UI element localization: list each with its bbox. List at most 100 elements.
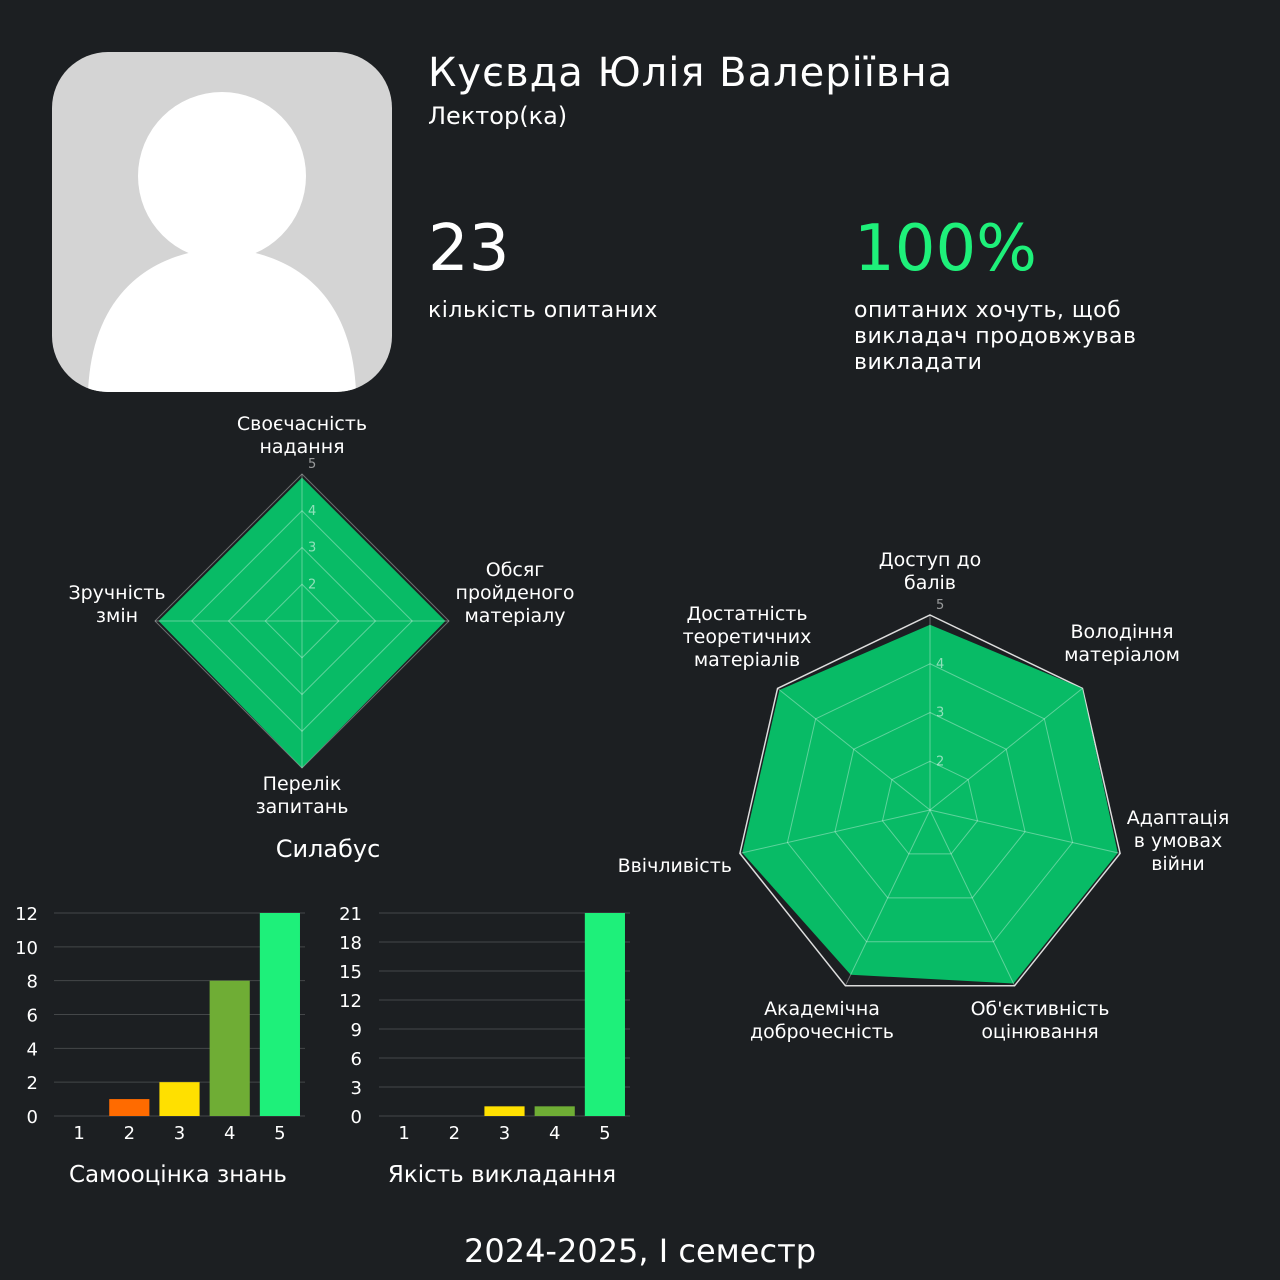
radar-axis-label: Доступ до балів bbox=[879, 549, 981, 594]
bar-title: Якість викладання bbox=[388, 1162, 616, 1188]
radar-axis-label-line: Адаптація bbox=[1127, 807, 1230, 829]
radar-axis-label-line: Достатність bbox=[686, 603, 807, 625]
bar-y-tick-label: 8 bbox=[27, 972, 38, 993]
radar-axis-label: Ввічливість bbox=[618, 855, 732, 877]
bar-y-tick-label: 12 bbox=[339, 991, 362, 1012]
bar-x-tick-label: 2 bbox=[449, 1123, 460, 1144]
radar-grid-ring bbox=[786, 663, 1074, 943]
radar-area bbox=[742, 624, 1118, 984]
radar-axis-label-line: матеріалом bbox=[1064, 644, 1180, 666]
bar-x-tick-label: 3 bbox=[499, 1123, 510, 1144]
bar-rect bbox=[484, 1106, 525, 1116]
lecturer-role: Лектор(ка) bbox=[428, 102, 568, 130]
radar-spoke bbox=[929, 809, 1121, 854]
bar-y-tick-label: 12 bbox=[15, 904, 38, 925]
radar-axis-label: Адаптація в умовах війни bbox=[1127, 807, 1230, 875]
radar-spoke bbox=[777, 688, 931, 811]
radar-axis-label: Своєчасність надання bbox=[237, 413, 367, 458]
bar-title: Самооцінка знань bbox=[69, 1162, 287, 1188]
bar-y-tick-label: 18 bbox=[339, 933, 362, 954]
radar-axis-label: Обсяг пройденого матеріалу bbox=[456, 559, 575, 627]
radar-spoke bbox=[844, 809, 931, 986]
radar-area bbox=[158, 477, 446, 768]
bar-x-tick-label: 3 bbox=[174, 1123, 185, 1144]
bar-y-tick-label: 0 bbox=[27, 1107, 38, 1128]
radar-grid-ring bbox=[154, 473, 450, 769]
radar-axis-label-line: змін bbox=[96, 605, 138, 627]
radar-axis-label: Академічна доброчесність bbox=[750, 998, 894, 1043]
bar-rect bbox=[109, 1099, 150, 1116]
bar-x-tick-label: 5 bbox=[599, 1123, 610, 1144]
radar-axis-label-line: Доступ до bbox=[879, 549, 981, 571]
bar-rect bbox=[534, 1106, 575, 1116]
radar-axis-label-line: Академічна bbox=[764, 998, 880, 1020]
bar-y-tick-label: 4 bbox=[27, 1039, 38, 1060]
radar-chart-teaching: 2 3 4 5 Доступ до балів Володіння матеріалом Ада… bbox=[618, 549, 1230, 1043]
bar-rect bbox=[584, 913, 625, 1116]
radar-spoke bbox=[929, 809, 1016, 986]
lecturer-name: Куєвда Юлія Валеріївна bbox=[428, 50, 954, 96]
radar-axis-label: Володіння матеріалом bbox=[1064, 621, 1180, 666]
radar-spoke bbox=[739, 809, 931, 854]
radar-axis-label-line: війни bbox=[1151, 853, 1205, 875]
bar-y-tick-label: 21 bbox=[339, 904, 362, 925]
radar-tick-label: 2 bbox=[936, 754, 944, 769]
radar-axis-label-line: в умовах bbox=[1134, 830, 1223, 852]
bar-x-tick-label: 1 bbox=[398, 1123, 409, 1144]
continue-percent: 100% bbox=[854, 212, 1037, 286]
radar-axis-label-line: матеріалів bbox=[694, 649, 800, 671]
radar-tick-label: 2 bbox=[308, 577, 316, 592]
bar-x-tick-label: 2 bbox=[124, 1123, 135, 1144]
radar-axis-label-line: пройденого bbox=[456, 582, 575, 604]
radar-tick-label: 3 bbox=[308, 541, 316, 556]
continue-label: опитаних хочуть, щоб викладач продовжува… bbox=[854, 298, 1137, 375]
radar-grid-ring bbox=[739, 614, 1121, 987]
radar-axis-label-line: Обсяг bbox=[486, 559, 545, 581]
radar-axis-label-line: Об'єктивність bbox=[971, 998, 1110, 1020]
bar-y-tick-label: 6 bbox=[27, 1006, 38, 1027]
radar-axis-label-line: оцінювання bbox=[981, 1021, 1098, 1043]
radar-axis-label-line: Зручність bbox=[68, 582, 165, 604]
respondents-label: кількість опитаних bbox=[428, 298, 658, 323]
bar-x-tick-label: 1 bbox=[73, 1123, 84, 1144]
bar-rect bbox=[209, 980, 250, 1116]
radar-spoke bbox=[929, 688, 1083, 811]
radar-axis-label: Перелік запитань bbox=[256, 773, 349, 818]
radar-grid-ring bbox=[191, 510, 413, 732]
radar-grid-ring bbox=[834, 711, 1026, 899]
radar-axis-label-line: запитань bbox=[256, 796, 349, 818]
bar-y-tick-label: 9 bbox=[351, 1020, 362, 1041]
radar-tick-label: 4 bbox=[936, 657, 944, 672]
radar-axis-label: Зручність змін bbox=[68, 582, 165, 627]
bar-x-tick-label: 4 bbox=[224, 1123, 235, 1144]
radar-axis-label-line: надання bbox=[259, 436, 344, 458]
bar-rect bbox=[259, 913, 300, 1116]
radar-grid-ring bbox=[881, 760, 979, 855]
bar-x-tick-label: 5 bbox=[274, 1123, 285, 1144]
bar-y-tick-label: 6 bbox=[351, 1049, 362, 1070]
radar-axis-label: Об'єктивність оцінювання bbox=[971, 998, 1110, 1043]
radar-axis-label-line: Своєчасність bbox=[237, 413, 367, 435]
radar-grid-ring bbox=[264, 583, 340, 659]
radar-tick-label: 3 bbox=[936, 706, 944, 721]
bar-y-tick-label: 0 bbox=[351, 1107, 362, 1128]
radar-axis-label-line: доброчесність bbox=[750, 1021, 894, 1043]
bar-x-tick-label: 4 bbox=[549, 1123, 560, 1144]
radar-tick-label: 5 bbox=[308, 457, 316, 472]
bar-y-tick-label: 2 bbox=[27, 1073, 38, 1094]
radar-axis-label: Достатність теоретичних матеріалів bbox=[683, 603, 812, 671]
radar-axis-label-line: теоретичних bbox=[683, 626, 812, 648]
avatar bbox=[52, 52, 392, 392]
radar-grid-ring bbox=[227, 546, 377, 696]
person-placeholder-icon bbox=[88, 92, 356, 392]
radar-title: Силабус bbox=[276, 835, 381, 863]
bar-rect bbox=[159, 1082, 200, 1116]
semester-footer: 2024-2025, I семестр bbox=[463, 1232, 817, 1270]
radar-axis-label-line: Ввічливість bbox=[618, 855, 732, 877]
radar-tick-label: 5 bbox=[936, 598, 944, 613]
radar-frame bbox=[739, 614, 1121, 987]
